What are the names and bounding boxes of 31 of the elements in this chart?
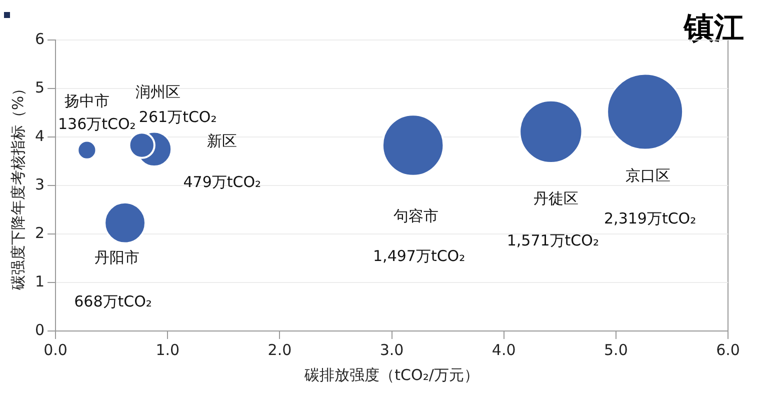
text: 句容市	[394, 207, 439, 226]
y-tick-label: 0	[34, 320, 45, 339]
x-tick-label: 2.0	[268, 340, 292, 359]
x-axis-title: 碳排放强度（tCO₂/万元）	[304, 366, 479, 384]
x-tick-label: 5.0	[604, 340, 628, 359]
annotation: 1,497万tCO₂	[373, 247, 466, 266]
y-tick-label: 6	[34, 30, 45, 48]
y-tick-label: 5	[34, 78, 45, 96]
annotation: 261万tCO₂	[138, 108, 217, 126]
x-tick-label: 3.0	[380, 340, 404, 359]
text: 扬中市	[64, 92, 110, 110]
x-tick-label: 0.0	[44, 340, 68, 359]
series-label: 丹阳市	[94, 248, 140, 267]
x-tick-label: 6.0	[716, 340, 740, 359]
text: 润州区	[135, 83, 180, 102]
y-tick-label: 4	[34, 126, 45, 145]
x-tick-label: 1.0	[156, 340, 180, 359]
y-tick-label: 2	[34, 224, 45, 242]
series-label: 丹徒区	[533, 190, 578, 208]
series-label: 京口区	[626, 166, 671, 185]
annotation: 1,571万tCO₂	[506, 232, 599, 250]
y-tick-label: 3	[34, 175, 45, 194]
y-tick-label: 1	[34, 272, 45, 290]
y-axis-title: 碳强度下降年度考核指标（%）	[8, 80, 27, 292]
annotation: 136万tCO₂	[58, 114, 136, 133]
annotation: 668万tCO₂	[74, 292, 152, 311]
annotation: 2,319万tCO₂	[604, 210, 696, 228]
annotation: 479万tCO₂	[183, 173, 262, 192]
chart-title: 镇江	[684, 10, 744, 48]
text: 新区	[207, 132, 238, 150]
x-tick-label: 4.0	[492, 340, 516, 359]
